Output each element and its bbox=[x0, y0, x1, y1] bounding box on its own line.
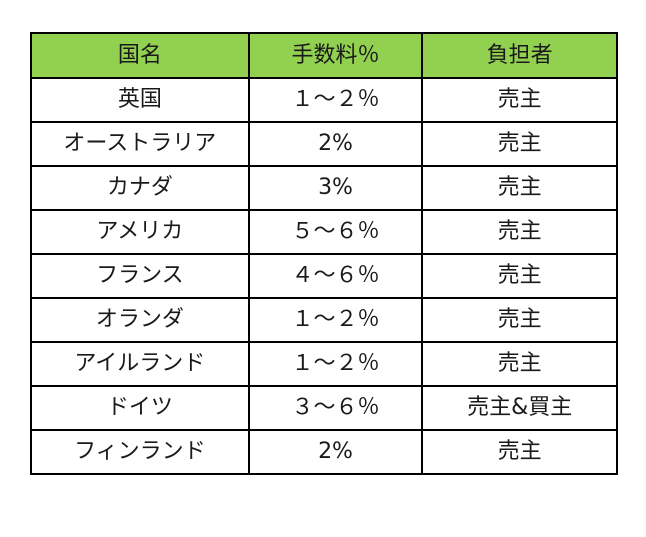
table-row: 英国 １～２％ 売主 bbox=[30, 77, 618, 123]
cell-payer: 売主 bbox=[421, 253, 618, 299]
cell-country: オーストラリア bbox=[30, 121, 250, 167]
cell-fee: 2% bbox=[247, 429, 424, 475]
cell-payer: 売主 bbox=[421, 121, 618, 167]
header-payer: 負担者 bbox=[421, 32, 618, 79]
cell-payer: 売主 bbox=[421, 429, 618, 475]
cell-country: ドイツ bbox=[30, 385, 250, 431]
cell-fee: １～２％ bbox=[247, 77, 424, 123]
table-row: アイルランド １～２％ 売主 bbox=[30, 341, 618, 387]
table-row: オーストラリア 2% 売主 bbox=[30, 121, 618, 167]
cell-country: 英国 bbox=[30, 77, 250, 123]
header-fee: 手数料％ bbox=[247, 32, 424, 79]
table-row: ドイツ ３～６％ 売主&買主 bbox=[30, 385, 618, 431]
cell-country: アイルランド bbox=[30, 341, 250, 387]
cell-country: フランス bbox=[30, 253, 250, 299]
table-row: アメリカ ５～６％ 売主 bbox=[30, 209, 618, 255]
cell-country: アメリカ bbox=[30, 209, 250, 255]
cell-payer: 売主 bbox=[421, 209, 618, 255]
table-row: オランダ １～２％ 売主 bbox=[30, 297, 618, 343]
cell-payer: 売主 bbox=[421, 297, 618, 343]
table-row: フランス ４～６％ 売主 bbox=[30, 253, 618, 299]
cell-payer: 売主&買主 bbox=[421, 385, 618, 431]
cell-payer: 売主 bbox=[421, 341, 618, 387]
table-row: フィンランド 2% 売主 bbox=[30, 429, 618, 475]
cell-country: カナダ bbox=[30, 165, 250, 211]
table-row: カナダ 3% 売主 bbox=[30, 165, 618, 211]
commission-table: 国名 手数料％ 負担者 英国 １～２％ 売主 オーストラリア 2% 売主 カナダ… bbox=[30, 32, 618, 475]
cell-country: オランダ bbox=[30, 297, 250, 343]
cell-fee: ４～６％ bbox=[247, 253, 424, 299]
header-country: 国名 bbox=[30, 32, 250, 79]
cell-fee: １～２％ bbox=[247, 341, 424, 387]
cell-fee: 3% bbox=[247, 165, 424, 211]
cell-fee: １～２％ bbox=[247, 297, 424, 343]
cell-payer: 売主 bbox=[421, 77, 618, 123]
cell-fee: ５～６％ bbox=[247, 209, 424, 255]
cell-payer: 売主 bbox=[421, 165, 618, 211]
table-header-row: 国名 手数料％ 負担者 bbox=[30, 32, 618, 79]
cell-fee: ３～６％ bbox=[247, 385, 424, 431]
cell-country: フィンランド bbox=[30, 429, 250, 475]
cell-fee: 2% bbox=[247, 121, 424, 167]
